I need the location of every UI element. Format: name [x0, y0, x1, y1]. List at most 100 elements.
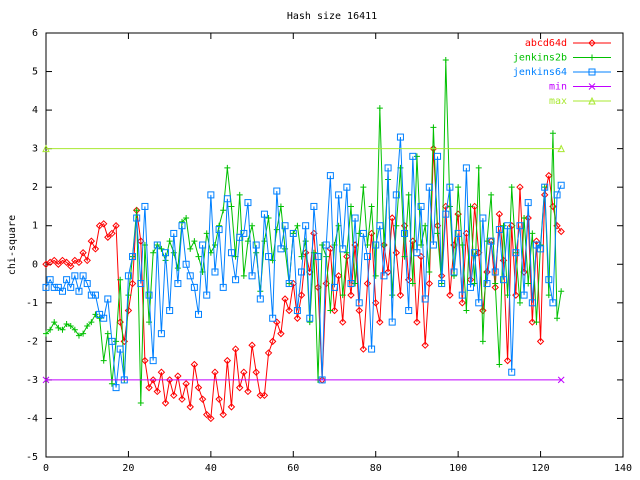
- y-tick-label: 5: [32, 67, 38, 78]
- marker: [470, 202, 479, 211]
- legend-label: min: [549, 82, 567, 93]
- marker: [277, 203, 284, 210]
- marker: [289, 229, 297, 237]
- marker: [248, 272, 256, 280]
- marker: [355, 306, 363, 315]
- marker: [190, 283, 198, 291]
- marker: [273, 187, 281, 195]
- marker: [557, 144, 565, 153]
- marker: [347, 291, 355, 299]
- marker: [83, 256, 91, 265]
- marker: [108, 337, 116, 345]
- marker: [162, 249, 170, 257]
- marker: [99, 220, 108, 228]
- marker: [516, 299, 523, 306]
- marker: [463, 307, 470, 314]
- marker: [91, 245, 100, 253]
- marker: [298, 268, 306, 276]
- x-tick-label: 100: [449, 463, 467, 474]
- marker: [50, 283, 58, 291]
- marker: [236, 233, 244, 241]
- marker: [43, 330, 49, 337]
- marker: [137, 400, 144, 407]
- marker: [409, 152, 417, 160]
- marker: [393, 222, 400, 229]
- marker: [183, 215, 190, 222]
- marker: [553, 191, 561, 199]
- marker: [429, 241, 437, 249]
- marker: [260, 391, 269, 400]
- marker: [141, 356, 149, 365]
- marker: [124, 306, 133, 315]
- marker: [59, 326, 66, 333]
- marker: [261, 238, 268, 245]
- marker: [87, 237, 96, 245]
- marker: [96, 310, 104, 318]
- marker: [475, 299, 483, 307]
- marker: [191, 238, 198, 245]
- marker: [372, 272, 379, 279]
- marker: [211, 242, 218, 248]
- y-tick-label: -3: [26, 375, 38, 386]
- marker: [442, 202, 450, 211]
- marker: [479, 338, 486, 345]
- marker: [467, 283, 475, 291]
- marker: [67, 322, 74, 329]
- marker: [347, 203, 354, 210]
- marker: [422, 222, 429, 229]
- marker: [462, 164, 470, 172]
- marker: [533, 319, 540, 326]
- marker: [310, 202, 318, 210]
- x-tick-label: 20: [122, 463, 134, 474]
- marker: [227, 403, 236, 411]
- marker: [207, 414, 215, 423]
- y-tick-label: -1: [26, 298, 38, 309]
- marker: [199, 241, 207, 249]
- marker: [145, 383, 153, 392]
- marker: [549, 130, 556, 137]
- marker: [557, 181, 565, 189]
- marker: [495, 210, 504, 218]
- marker: [409, 280, 416, 287]
- marker: [524, 214, 532, 222]
- marker: [249, 222, 256, 229]
- marker: [396, 291, 405, 299]
- y-tick-label: 4: [32, 105, 38, 116]
- marker: [557, 376, 565, 384]
- marker: [319, 242, 326, 248]
- legend-marker: [589, 54, 595, 61]
- marker: [446, 183, 454, 191]
- y-tick-label: 6: [32, 28, 38, 39]
- marker: [203, 291, 211, 299]
- marker: [215, 395, 223, 403]
- marker: [236, 191, 243, 198]
- marker: [380, 242, 387, 248]
- marker: [54, 283, 62, 291]
- marker: [545, 276, 553, 284]
- marker: [149, 376, 157, 384]
- marker: [63, 276, 71, 284]
- marker: [265, 253, 273, 261]
- marker: [42, 283, 50, 291]
- marker: [124, 272, 132, 280]
- marker: [549, 299, 557, 307]
- marker: [302, 222, 310, 230]
- marker: [372, 241, 380, 249]
- marker: [104, 295, 112, 303]
- y-tick-label: -4: [26, 413, 38, 424]
- marker: [392, 191, 400, 199]
- marker: [54, 260, 63, 268]
- marker: [554, 315, 561, 322]
- marker: [104, 330, 111, 337]
- marker: [174, 265, 181, 272]
- marker: [83, 280, 91, 288]
- marker: [558, 288, 565, 295]
- marker: [355, 299, 363, 307]
- marker: [413, 318, 421, 326]
- marker: [496, 361, 503, 368]
- marker: [67, 262, 75, 270]
- marker: [128, 279, 137, 288]
- marker: [248, 341, 256, 349]
- marker: [360, 184, 367, 191]
- marker: [475, 164, 482, 171]
